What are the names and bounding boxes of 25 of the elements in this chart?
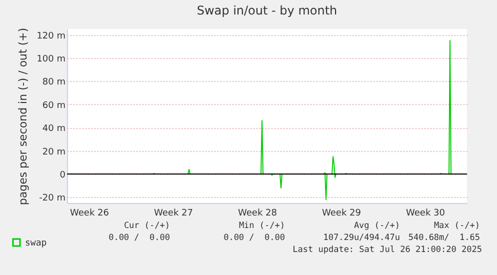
- x-tick-label: Week 30: [406, 208, 446, 218]
- x-tick-label: Week 29: [322, 208, 362, 218]
- text: 0.00 / 0.00: [222, 233, 285, 243]
- text: Avg (-/+): [352, 221, 400, 231]
- y-tick-label: -20 m: [39, 194, 66, 204]
- y-tick-label: 100 m: [36, 54, 66, 64]
- text: 107.29u/494.47u: [322, 233, 400, 243]
- x-tick-label: Week 28: [238, 208, 278, 218]
- text: 540.68m/ 1.65: [408, 233, 480, 243]
- legend-label: swap: [25, 238, 47, 248]
- text: Min (-/+): [238, 221, 285, 231]
- y-tick-label: 60 m: [42, 100, 66, 111]
- chart-title: Swap in/out - by month: [196, 3, 338, 18]
- y-tick-label: 0: [60, 170, 66, 180]
- y-tick-label: 20 m: [42, 147, 66, 158]
- x-tick-label: Week 27: [154, 208, 193, 218]
- x-tick-label: Week 26: [70, 208, 110, 218]
- text: Last update: Sat Jul 26 21:00:20 2025: [292, 245, 482, 255]
- y-tick-label: 40 m: [42, 124, 66, 134]
- y-tick-label: 120 m: [36, 31, 66, 42]
- text: Max (-/+): [434, 221, 480, 231]
- text: 0.00 / 0.00: [108, 233, 170, 243]
- y-tick-label: 80 m: [42, 78, 66, 88]
- text: Cur (-/+): [122, 221, 170, 231]
- y-axis-title: pages per second in (-) / out (+): [16, 28, 30, 206]
